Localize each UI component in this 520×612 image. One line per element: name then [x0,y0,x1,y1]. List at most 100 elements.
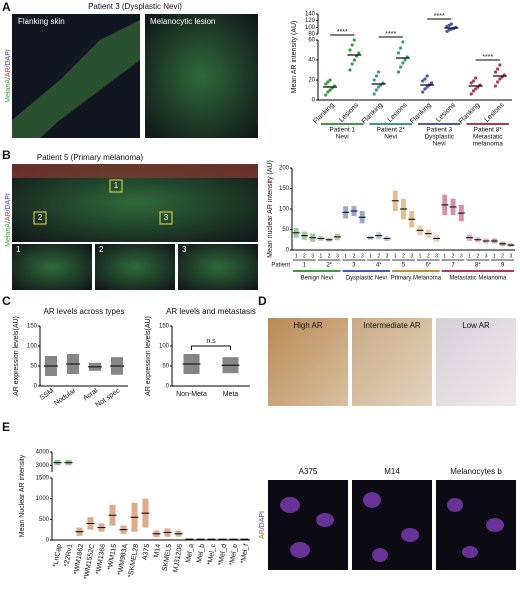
data-point [377,85,381,89]
significance-label: **** [337,29,348,36]
panel-title: Patient 3 (Dysplastic Nevi) [88,2,182,11]
ihc-image [268,318,348,406]
sample-label: 2 [377,253,380,259]
x-tick-label: M14 [153,543,162,558]
panel-letter: A [2,0,11,14]
data-point [328,88,332,92]
data-point [449,22,453,26]
sample-label: 3 [435,253,438,259]
micrograph-inset [12,244,92,290]
patient-label: 3 [352,263,356,269]
sample-label: 2 [452,253,455,259]
significance-label: **** [385,31,396,38]
panel-letter: D [258,294,267,308]
data-point [471,89,476,93]
patient-label: 6* [425,263,431,269]
data-point [348,48,352,52]
y-axis-label: AR expression levels(AU) [145,316,152,396]
x-tick-label: Nodular [53,387,78,407]
chart-title: AR levels across types [44,307,125,316]
group-label: Benign Nevi [301,276,333,282]
data-point [496,67,500,71]
data-point [498,77,502,81]
y-tick-label: 0 [46,538,50,544]
y-tick-label: 0 [34,384,38,390]
data-point [324,93,328,97]
y-tick-label: 60 [308,38,315,44]
x-tick-label: SSM [39,387,56,402]
group-label: Primary Melanoma [391,276,442,282]
data-point [403,58,407,62]
group-label: Patient 2* [377,127,406,134]
patient-label: 2* [326,263,332,269]
group-label: Dysplastic [424,134,454,141]
patient-label: 1 [303,263,307,269]
sample-label: 1 [443,253,446,259]
panel-letter: C [2,294,11,308]
data-point [399,46,403,50]
stain-label: AR/DAPI [259,511,266,539]
data-point [423,87,427,91]
group-label: melanoma [473,141,504,148]
stain: /AR [5,211,12,223]
patient-label: 5 [402,263,406,269]
stain: /AR [5,67,12,79]
y-tick-label: 100 [27,344,38,350]
x-tick-label: Lesions [484,101,506,123]
row-label: Patient [271,263,290,269]
y-axis-label: Mean AR intensity (AU) [291,21,298,94]
stain: AR [259,529,266,539]
data-point [348,68,352,72]
sample-label: 3 [311,253,314,259]
sample-label: 2 [427,253,430,259]
data-point [425,74,429,78]
data-point [352,38,356,42]
sample-label: 2 [476,253,479,259]
sample-label: 1 [369,253,372,259]
x-tick-label: *WM983A [117,543,129,576]
data-point [469,92,473,96]
image-label: Melanocytes b [450,467,502,476]
y-tick-label: 120 [305,18,316,24]
annotation-bracket [191,345,231,350]
x-tick-label: Mel_a [185,543,195,563]
data-point [350,43,354,47]
data-point [469,81,473,85]
data-point [493,70,498,74]
y-tick-label: 50 [162,364,169,370]
y-tick-label: 150 [279,186,290,192]
data-point [401,61,405,65]
data-point [374,88,379,92]
micrograph [145,14,258,138]
ihc-image [436,318,516,406]
group-label: Nevi [433,141,446,148]
micrograph-epidermis [12,164,258,178]
x-tick-label: Flanking [458,102,482,126]
micrograph-inset [95,244,175,290]
y-tick-label: 50 [282,227,289,233]
box-label: 1 [114,181,119,190]
chart-title: AR levels and metastasis [166,307,256,316]
data-point [326,90,330,94]
inset-label: 2 [99,245,104,254]
x-tick-label: *Mel_e [229,543,240,566]
group-label: Patient 1 [329,127,355,134]
x-tick-label: SKMEL5 [162,543,174,572]
image-label: Low AR [462,321,490,330]
data-point [496,80,500,84]
y-tick-label: 1500 [36,476,50,482]
annotation: n.s [206,338,216,345]
inset-box [159,211,173,225]
y-tick-label: 20 [308,78,315,84]
sample-label: 3 [336,253,339,259]
y-tick-label: 100 [279,207,290,213]
y-tick-label: 80 [308,32,315,38]
micrograph-inset [178,244,258,290]
x-tick-label: Flanking [361,102,385,126]
data-point [423,77,427,81]
panel-letter: E [2,420,10,434]
y-axis-label: AR expression levels(AU) [13,316,20,396]
data-point [399,65,403,69]
x-tick-label: Non-Meta [176,391,207,398]
x-tick-label: *Mel_c [207,543,218,566]
